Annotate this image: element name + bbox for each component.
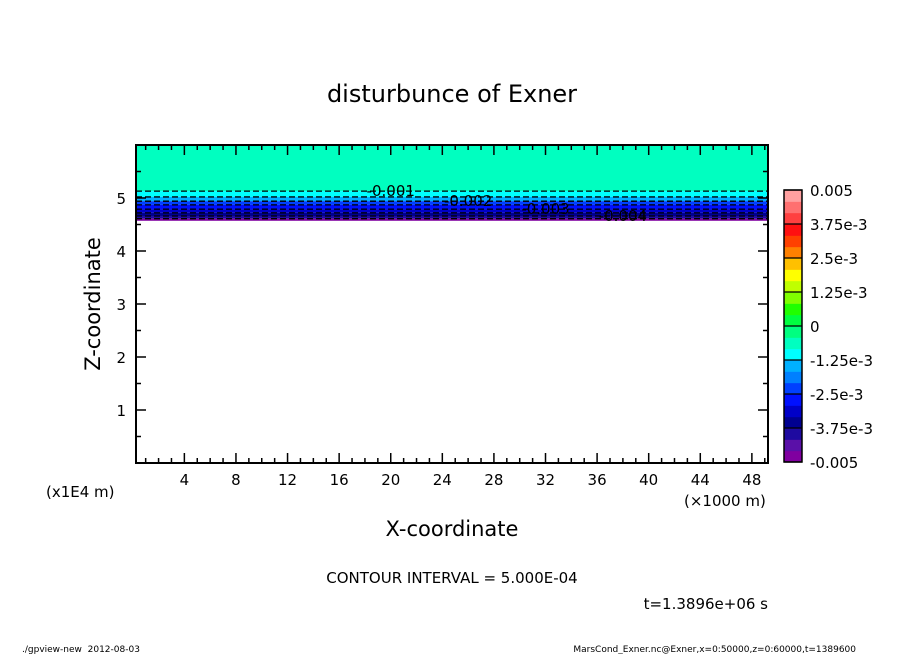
colorbar-swatch (784, 224, 802, 236)
contour-band (136, 191, 768, 197)
contour-band (136, 216, 768, 219)
x-tick-label: 20 (381, 471, 400, 489)
chart-title: disturbunce of Exner (327, 80, 577, 108)
contour-label: -0.004 (599, 207, 647, 225)
colorbar-label: -0.005 (810, 454, 858, 472)
y-tick-label: 1 (116, 402, 126, 420)
colorbar-swatch (784, 394, 802, 406)
contour-band (136, 212, 768, 217)
x-tick-label: 48 (742, 471, 761, 489)
colorbar-swatch (784, 371, 802, 384)
contour-labels: -0.001 -0.002 -0.003 -0.004 (367, 182, 648, 225)
y-tick-label: 2 (116, 349, 126, 367)
x-tick-label: 16 (330, 471, 349, 489)
colorbar-swatch (784, 360, 802, 372)
y-unit-label: (x1E4 m) (46, 483, 115, 501)
colorbar-swatch (784, 416, 802, 429)
footer-left: ./gpview-new 2012-08-03 (22, 645, 140, 654)
x-tick-label: 28 (484, 471, 503, 489)
colorbar-swatch (784, 382, 802, 395)
colorbar-label: 3.75e-3 (810, 216, 868, 234)
colorbar-swatch (784, 337, 802, 350)
colorbar-swatch (784, 201, 802, 214)
colorbar-label: 0.005 (810, 182, 853, 200)
colorbar-swatch (784, 280, 802, 293)
x-axis: 4 8 12 16 20 24 28 32 36 40 44 48 (144, 145, 766, 489)
colorbar-swatch (784, 439, 802, 452)
colorbar-swatch (784, 348, 802, 361)
colorbar-label: 1.25e-3 (810, 284, 868, 302)
y-axis: 1 2 3 4 5 (116, 170, 768, 438)
colorbar-label: -2.5e-3 (810, 386, 863, 404)
x-tick-label: 8 (231, 471, 241, 489)
colorbar-swatch (784, 450, 802, 463)
colorbar-label: -3.75e-3 (810, 420, 873, 438)
contour-lines (136, 190, 768, 220)
contour-interval-label: CONTOUR INTERVAL = 5.000E-04 (326, 569, 577, 587)
contour-band (136, 204, 768, 210)
x-tick-label: 4 (180, 471, 190, 489)
x-axis-label: X-coordinate (386, 517, 519, 541)
colorbar-swatch (784, 258, 802, 270)
time-label: t=1.3896e+06 s (644, 595, 769, 613)
contour-band (136, 201, 768, 205)
x-tick-label: 24 (433, 471, 452, 489)
y-tick-label: 5 (116, 190, 126, 208)
x-tick-label: 12 (278, 471, 297, 489)
colorbar-swatch (784, 246, 802, 259)
colorbar-swatch (784, 212, 802, 225)
y-tick-label: 3 (116, 296, 126, 314)
x-tick-label: 44 (691, 471, 710, 489)
filled-contours (136, 145, 768, 221)
colorbar-swatch (784, 405, 802, 418)
contour-band (136, 209, 768, 213)
contour-label: -0.003 (521, 200, 569, 218)
colorbar-swatch (784, 314, 802, 327)
footer-right: MarsCond_Exner.nc@Exner,x=0:50000,z=0:60… (573, 645, 856, 654)
colorbar-swatch (784, 326, 802, 338)
colorbar-swatch (784, 269, 802, 282)
colorbar-label: -1.25e-3 (810, 352, 873, 370)
contour-band (136, 218, 768, 221)
colorbar-label: 0 (810, 318, 820, 336)
y-axis-label: Z-coordinate (81, 237, 105, 371)
colorbar-swatch (784, 428, 802, 440)
contour-band (136, 196, 768, 202)
x-tick-label: 40 (639, 471, 658, 489)
contour-label: -0.002 (444, 192, 492, 210)
contour-label: -0.001 (367, 182, 415, 200)
colorbar: 0.005 3.75e-3 2.5e-3 1.25e-3 0 -1.25e-3 -2.5e-… (783, 182, 873, 472)
contour-band (136, 145, 768, 192)
x-tick-label: 32 (536, 471, 555, 489)
colorbar-swatch (784, 303, 802, 316)
y-tick-label: 4 (116, 243, 126, 261)
colorbar-swatch (784, 292, 802, 304)
colorbar-label: 2.5e-3 (810, 250, 858, 268)
colorbar-swatch (784, 235, 802, 248)
x-tick-label: 36 (588, 471, 607, 489)
colorbar-swatch (784, 190, 802, 202)
x-unit-label: (×1000 m) (684, 492, 766, 510)
